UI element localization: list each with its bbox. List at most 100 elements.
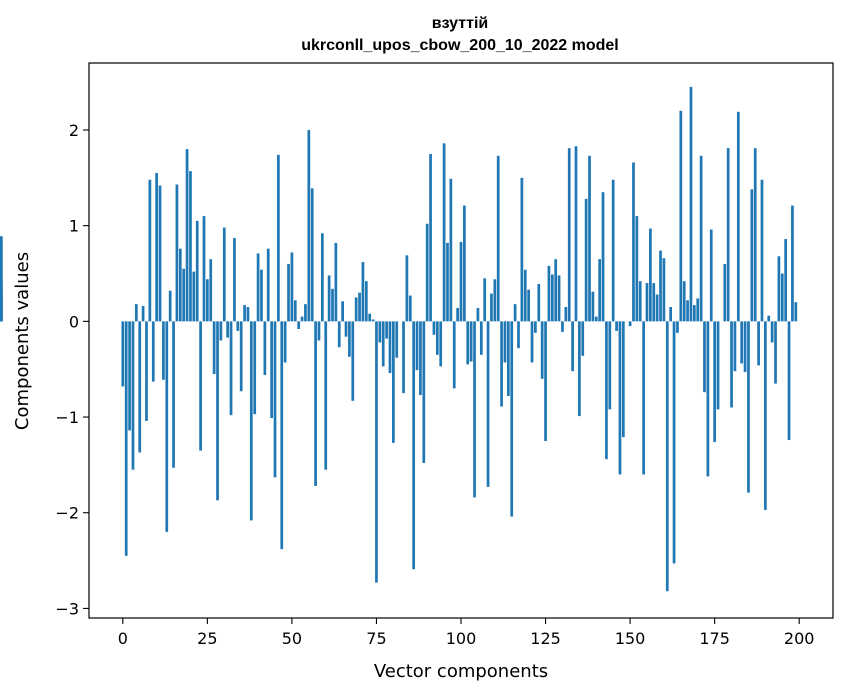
bar-68 bbox=[351, 321, 355, 401]
bar-147 bbox=[618, 321, 622, 475]
bar-107 bbox=[483, 278, 487, 322]
bar-134 bbox=[574, 146, 578, 322]
y-tick-label-1: 1 bbox=[69, 217, 79, 236]
bar-38 bbox=[249, 321, 253, 521]
bar-42 bbox=[263, 321, 267, 375]
bar-129 bbox=[557, 275, 561, 322]
x-tick-label-175: 175 bbox=[699, 629, 730, 648]
bar-76 bbox=[378, 321, 382, 343]
bar-62 bbox=[331, 288, 334, 322]
bar-164 bbox=[676, 321, 679, 333]
bar-106 bbox=[479, 321, 483, 355]
bar-51 bbox=[293, 300, 297, 322]
bar-126 bbox=[547, 265, 551, 322]
bar-172 bbox=[703, 321, 706, 393]
bar-94 bbox=[439, 321, 443, 367]
bar-122 bbox=[534, 321, 537, 333]
y-tick-label-0: 0 bbox=[69, 312, 79, 331]
bar-159 bbox=[659, 250, 662, 322]
bar-180 bbox=[730, 321, 733, 408]
bar-86 bbox=[412, 321, 416, 570]
bar-80 bbox=[392, 321, 395, 443]
bar-113 bbox=[503, 321, 507, 363]
bar-173 bbox=[706, 321, 710, 477]
bar-91 bbox=[429, 153, 432, 322]
bar-198 bbox=[791, 205, 794, 322]
bar-127 bbox=[550, 274, 554, 322]
bar-186 bbox=[750, 189, 754, 322]
bar-152 bbox=[635, 216, 639, 322]
bar-97 bbox=[449, 178, 453, 322]
bar-116 bbox=[513, 304, 517, 322]
bar-75 bbox=[375, 321, 378, 583]
bar-15 bbox=[172, 321, 175, 468]
bar-183 bbox=[740, 321, 744, 364]
bar-154 bbox=[642, 321, 645, 475]
bar-30 bbox=[222, 227, 226, 322]
bar-48 bbox=[283, 321, 287, 363]
bar-188 bbox=[757, 321, 760, 366]
bar-145 bbox=[611, 179, 615, 322]
bar-101 bbox=[463, 205, 466, 322]
bar-144 bbox=[608, 321, 612, 410]
bar-64 bbox=[337, 321, 341, 348]
bar-3 bbox=[131, 321, 135, 470]
bar-146 bbox=[615, 321, 618, 331]
bar-179 bbox=[726, 148, 730, 322]
bar-117 bbox=[517, 321, 520, 349]
bar-17 bbox=[178, 248, 182, 322]
bar-141 bbox=[598, 259, 602, 322]
x-tick-label-125: 125 bbox=[530, 629, 561, 648]
bar-54 bbox=[304, 304, 307, 322]
y-axis-label: Components values bbox=[12, 252, 33, 430]
bar-22 bbox=[195, 220, 199, 322]
bar-136 bbox=[581, 321, 585, 356]
bar-185 bbox=[747, 321, 750, 493]
bar-143 bbox=[605, 321, 608, 460]
bar-60 bbox=[324, 321, 328, 470]
bar-73 bbox=[368, 313, 372, 322]
bar-46 bbox=[277, 154, 280, 322]
bar-0 bbox=[121, 321, 125, 387]
bar-88 bbox=[419, 321, 422, 396]
x-tick-label-50: 50 bbox=[282, 629, 302, 648]
bar-44 bbox=[270, 321, 273, 419]
bar-98 bbox=[452, 321, 456, 389]
bar-63 bbox=[334, 242, 338, 322]
bar-167 bbox=[686, 300, 689, 322]
bar-139 bbox=[591, 291, 595, 322]
bar-184 bbox=[743, 321, 747, 373]
y-tick-label--3: −3 bbox=[55, 599, 79, 618]
bar-39 bbox=[253, 321, 257, 415]
bar-4 bbox=[134, 304, 138, 322]
bar-59 bbox=[320, 233, 324, 322]
x-tick-label-75: 75 bbox=[366, 629, 386, 648]
bar-27 bbox=[212, 321, 216, 374]
bar-71 bbox=[361, 262, 365, 322]
bar-171 bbox=[699, 155, 703, 322]
bar-125 bbox=[544, 321, 547, 441]
bar-156 bbox=[649, 228, 652, 322]
bar-35 bbox=[239, 321, 243, 392]
bar-194 bbox=[777, 256, 781, 322]
y-axis-ticks: −3 −2 −1 0 1 2 bbox=[55, 121, 89, 618]
bar-92 bbox=[432, 321, 436, 335]
bar-178 bbox=[723, 263, 727, 322]
bar-16 bbox=[175, 184, 179, 322]
chart-title-line1: взуттій bbox=[432, 15, 488, 32]
x-tick-label-0: 0 bbox=[118, 629, 128, 648]
bar-182 bbox=[736, 111, 740, 322]
bar-168 bbox=[689, 86, 693, 322]
bar-165 bbox=[679, 110, 683, 322]
bar-142 bbox=[601, 192, 605, 322]
bar-21 bbox=[192, 271, 196, 322]
bar-100 bbox=[459, 241, 463, 322]
bar-176 bbox=[716, 321, 720, 410]
x-tick-label-25: 25 bbox=[197, 629, 217, 648]
bar-103 bbox=[469, 321, 473, 362]
bar-12 bbox=[162, 321, 165, 380]
bar-undefined bbox=[0, 293, 3, 322]
bar-131 bbox=[564, 307, 568, 322]
bar-161 bbox=[665, 321, 669, 592]
